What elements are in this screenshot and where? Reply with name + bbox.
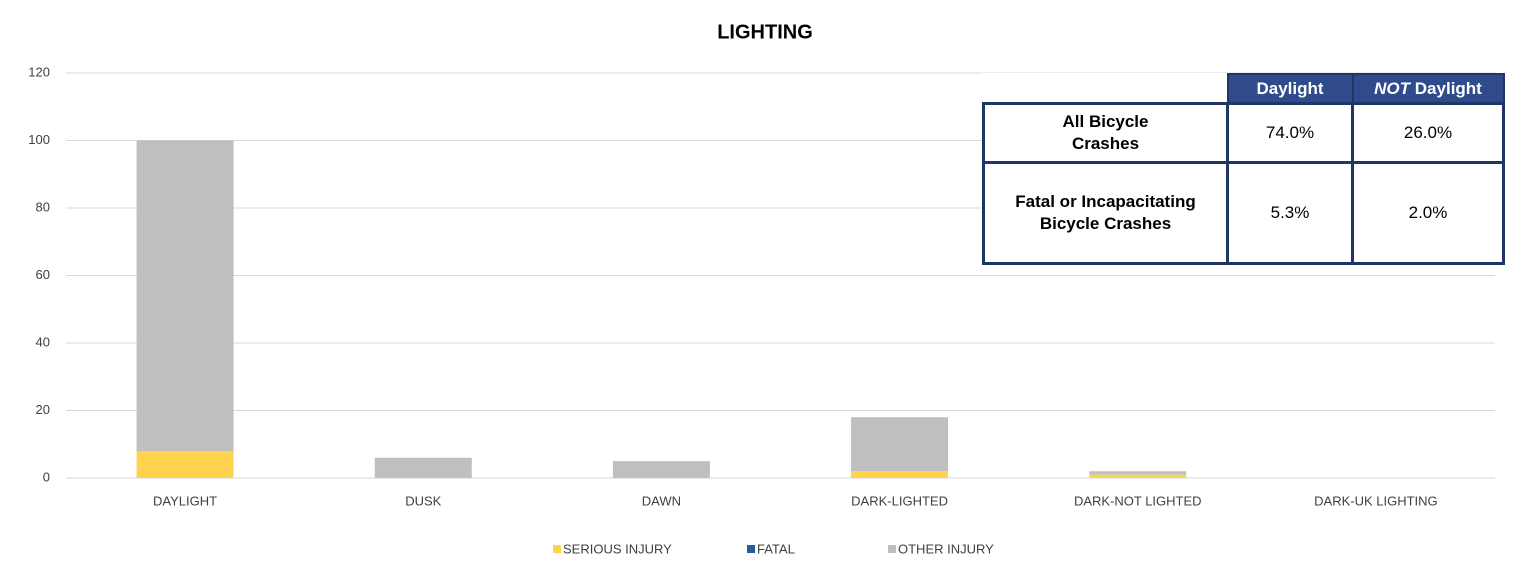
legend-swatch [888, 545, 896, 553]
x-tick-label: DARK-NOT LIGHTED [1074, 493, 1202, 508]
cell: 26.0% [1351, 102, 1505, 164]
bar-segment [1089, 474, 1187, 478]
column-header: Daylight [1226, 73, 1354, 105]
bar-segment [136, 140, 234, 451]
bar-segment [612, 461, 710, 478]
x-tick-label: DAYLIGHT [153, 493, 217, 508]
y-tick-label: 20 [36, 402, 50, 417]
legend-swatch [747, 545, 755, 553]
y-tick-label: 100 [28, 132, 50, 147]
legend-label: FATAL [757, 541, 795, 556]
legend-label: SERIOUS INJURY [563, 541, 672, 556]
cell: 2.0% [1351, 161, 1505, 265]
chart-title: LIGHTING [717, 21, 813, 43]
bar-segment [136, 451, 234, 478]
x-tick-label: DUSK [405, 493, 441, 508]
y-tick-label: 80 [36, 199, 50, 214]
bar-segment [851, 417, 949, 472]
emphasis: NOT [1374, 78, 1411, 98]
row-label: All Bicycle Crashes [982, 102, 1229, 164]
x-tick-label: DARK-UK LIGHTING [1314, 493, 1438, 508]
cell: 5.3% [1226, 161, 1354, 265]
header-text: Daylight [1414, 78, 1482, 98]
x-tick-label: DARK-LIGHTED [851, 493, 948, 508]
x-tick-label: DAWN [642, 493, 681, 508]
y-tick-label: 120 [28, 64, 50, 79]
summary-table: Daylight NOT Daylight All Bicycle Crashe… [982, 73, 1505, 265]
y-tick-label: 0 [43, 469, 50, 484]
blank-cell [984, 74, 1228, 104]
cell: 74.0% [1226, 102, 1354, 164]
bar-segment [1089, 471, 1187, 475]
column-header: NOT Daylight [1351, 73, 1505, 105]
legend-swatch [553, 545, 561, 553]
legend-label: OTHER INJURY [898, 541, 994, 556]
y-tick-label: 40 [36, 334, 50, 349]
bar-segment [851, 471, 949, 478]
bar-segment [374, 457, 472, 478]
row-label: Fatal or Incapacitating Bicycle Crashes [982, 161, 1229, 265]
y-tick-label: 60 [36, 267, 50, 282]
